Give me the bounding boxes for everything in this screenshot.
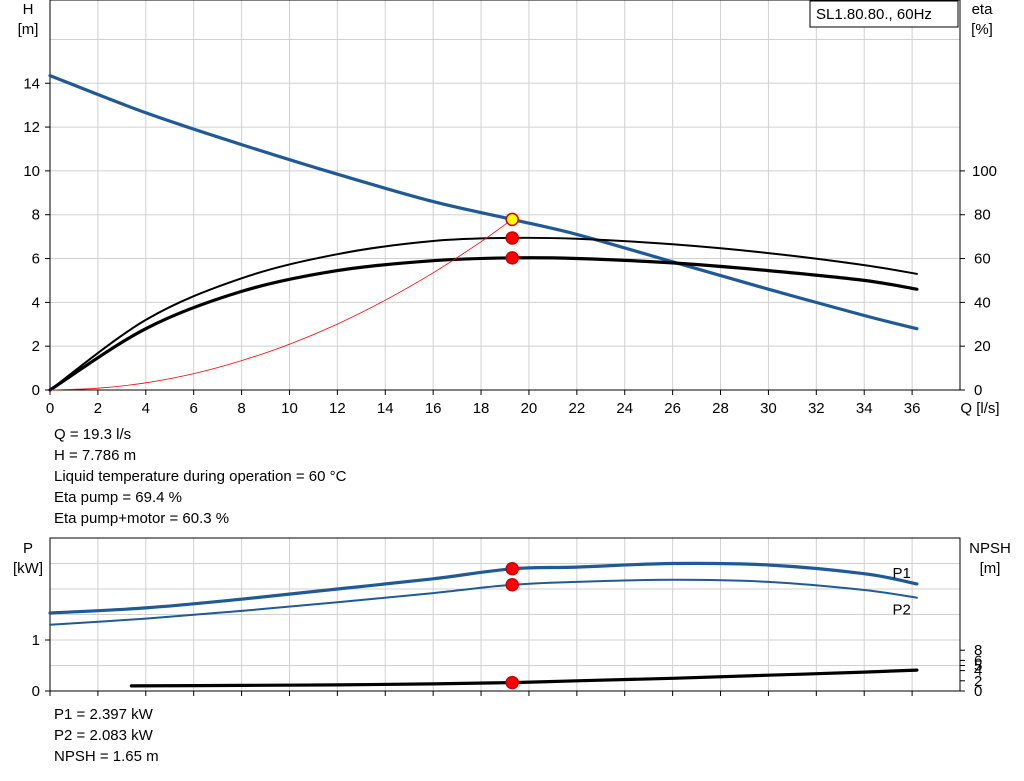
series-line-1 bbox=[49, 236, 918, 391]
y-left-tick-label: 0 bbox=[32, 683, 40, 700]
x-tick-label: 36 bbox=[904, 400, 921, 417]
operating-point-marker bbox=[505, 578, 519, 592]
info-npsh: NPSH = 1.65 m bbox=[54, 748, 159, 765]
series-line-0 bbox=[48, 74, 919, 331]
y-left-axis-unit: [m] bbox=[18, 21, 39, 38]
y-left-axis-title: P bbox=[23, 540, 33, 557]
x-tick-label: 20 bbox=[521, 400, 538, 417]
operating-point-marker bbox=[505, 562, 519, 576]
x-tick-label: 0 bbox=[46, 400, 54, 417]
x-tick-label: 16 bbox=[425, 400, 442, 417]
x-tick-label: 34 bbox=[856, 400, 873, 417]
series-line-3 bbox=[49, 219, 513, 391]
chart-title: SL1.80.80., 60Hz bbox=[816, 6, 932, 23]
x-tick-label: 32 bbox=[808, 400, 825, 417]
x-tick-label: 8 bbox=[237, 400, 245, 417]
y-left-tick-label: 10 bbox=[23, 163, 40, 180]
y-right-tick-label: 100 bbox=[972, 163, 997, 180]
operating-point-info: Q = 19.3 l/s H = 7.786 m Liquid temperat… bbox=[54, 424, 346, 529]
series-label-p1: P1 bbox=[893, 565, 911, 582]
y-right-axis-title: eta bbox=[972, 1, 994, 18]
y-left-tick-label: 0 bbox=[32, 382, 40, 399]
operating-point-marker bbox=[505, 675, 519, 690]
info-eta-pump: Eta pump = 69.4 % bbox=[54, 489, 182, 506]
x-tick-label: 4 bbox=[142, 400, 150, 417]
x-tick-label: 26 bbox=[664, 400, 681, 417]
y-left-tick-label: 6 bbox=[32, 251, 40, 268]
y-right-axis-title: NPSH bbox=[969, 540, 1011, 557]
y-left-tick-label: 4 bbox=[32, 294, 40, 311]
y-right-tick-label: 0 bbox=[974, 683, 982, 700]
info-head: H = 7.786 m bbox=[54, 447, 137, 464]
x-tick-label: 2 bbox=[94, 400, 102, 417]
x-tick-label: 24 bbox=[616, 400, 633, 417]
y-left-tick-label: 14 bbox=[23, 75, 40, 92]
x-tick-label: 14 bbox=[377, 400, 394, 417]
series-line-2 bbox=[129, 668, 919, 688]
x-tick-label: 22 bbox=[568, 400, 585, 417]
y-right-tick-label: 6 bbox=[974, 652, 982, 669]
x-tick-label: 18 bbox=[473, 400, 490, 417]
series-line-1 bbox=[49, 578, 918, 626]
chart-title-box bbox=[809, 0, 959, 28]
y-right-tick-label: 40 bbox=[974, 294, 991, 311]
y-left-tick-label: 1 bbox=[32, 632, 40, 649]
x-tick-label: 6 bbox=[190, 400, 198, 417]
info-liquid-temperature: Liquid temperature during operation = 60… bbox=[54, 468, 347, 485]
operating-point-marker bbox=[505, 212, 519, 227]
x-axis-label: Q [l/s] bbox=[960, 400, 999, 417]
series-line-2 bbox=[48, 256, 919, 392]
y-right-axis-unit: [m] bbox=[980, 560, 1001, 577]
y-right-tick-label: 80 bbox=[974, 207, 991, 224]
y-right-tick-label: 2 bbox=[974, 673, 982, 690]
operating-point-marker bbox=[505, 231, 519, 245]
info-p2: P2 = 2.083 kW bbox=[54, 727, 153, 744]
x-tick-label: 28 bbox=[712, 400, 729, 417]
y-right-tick-label: 8 bbox=[974, 642, 982, 659]
y-left-tick-label: 12 bbox=[23, 119, 40, 136]
operating-point-marker bbox=[505, 251, 519, 265]
x-tick-label: 12 bbox=[329, 400, 346, 417]
x-tick-label: 30 bbox=[760, 400, 777, 417]
y-right-tick-label: 0 bbox=[974, 382, 982, 399]
info-eta-pump-motor: Eta pump+motor = 60.3 % bbox=[54, 510, 230, 527]
y-left-tick-label: 8 bbox=[32, 207, 40, 224]
series-label-p2: P2 bbox=[893, 602, 911, 619]
y-right-tick-label: 5 bbox=[974, 658, 982, 675]
y-left-axis-unit: [kW] bbox=[13, 560, 43, 577]
y-right-tick-label: 4 bbox=[974, 663, 982, 680]
y-right-tick-label: 20 bbox=[974, 338, 991, 355]
info-p1: P1 = 2.397 kW bbox=[54, 706, 153, 723]
y-right-axis-unit: [%] bbox=[971, 21, 993, 38]
y-right-tick-label: 60 bbox=[974, 251, 991, 268]
x-tick-label: 10 bbox=[281, 400, 298, 417]
power-info: P1 = 2.397 kW P2 = 2.083 kW NPSH = 1.65 … bbox=[54, 704, 159, 767]
info-flow: Q = 19.3 l/s bbox=[54, 426, 132, 443]
y-left-tick-label: 2 bbox=[32, 338, 40, 355]
plot-frame bbox=[49, 0, 961, 391]
y-left-axis-title: H bbox=[23, 1, 34, 18]
